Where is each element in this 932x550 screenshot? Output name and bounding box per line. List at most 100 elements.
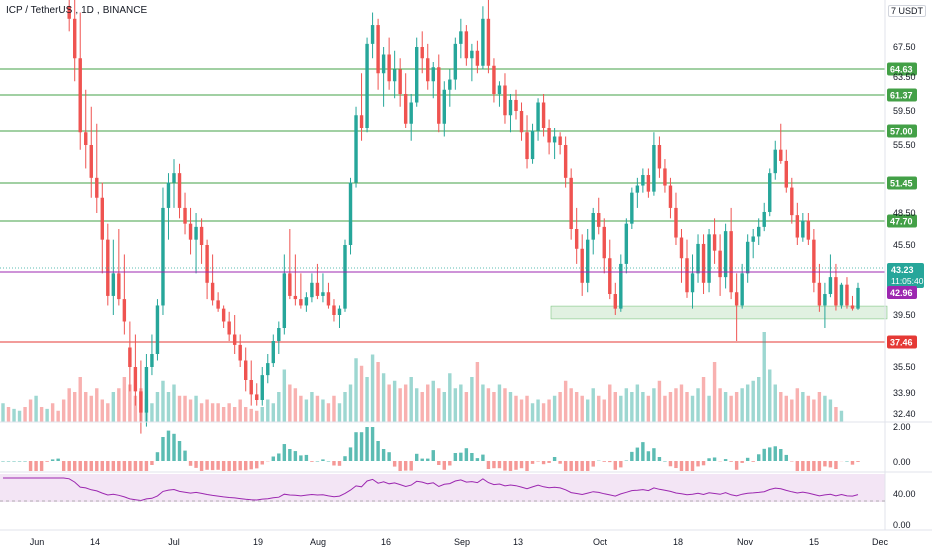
macd-histogram-bar: [657, 457, 662, 461]
level-price-label: 61.37: [890, 91, 913, 101]
candle-body: [188, 223, 193, 240]
volume-bar: [552, 395, 557, 422]
macd-histogram-bar: [172, 433, 176, 461]
candle-body: [398, 69, 402, 94]
volume-bar: [817, 392, 822, 422]
macd-histogram-bar: [674, 461, 678, 469]
volume-bar: [177, 395, 182, 422]
macd-histogram-bar: [828, 461, 833, 468]
macd-histogram-bar: [773, 446, 777, 461]
candle-body: [784, 160, 789, 188]
candle-body: [277, 328, 281, 341]
candle-body: [288, 273, 292, 296]
volume-bar: [282, 369, 287, 422]
macd-histogram-bar: [464, 448, 469, 461]
time-axis-tick: Dec: [872, 537, 889, 547]
volume-bar: [641, 392, 645, 422]
macd-histogram-bar: [508, 461, 513, 471]
volume-bar: [199, 403, 204, 422]
volume-bar: [343, 392, 347, 422]
volume-bar: [740, 388, 744, 422]
candle-body: [95, 177, 99, 198]
price-axis-tick: 33.90: [893, 388, 916, 398]
candle-body: [718, 250, 722, 278]
candle-body: [376, 25, 380, 74]
macd-histogram-bar: [817, 461, 822, 471]
macd-histogram-bar: [563, 461, 568, 471]
volume-bar: [541, 403, 546, 422]
macd-histogram-bar: [409, 461, 413, 471]
volume-bar: [266, 399, 270, 422]
volume-bar: [486, 388, 491, 422]
candle-body: [437, 67, 441, 124]
volume-bar: [321, 399, 325, 422]
volume-bar: [773, 384, 777, 422]
candle-body: [845, 284, 849, 306]
macd-histogram-bar: [475, 458, 480, 461]
volume-bar: [508, 392, 513, 422]
macd-histogram-bar: [525, 461, 529, 471]
candle-body: [519, 111, 524, 133]
volume-bar: [784, 395, 789, 422]
volume-bar: [67, 388, 71, 422]
macd-histogram-bar: [155, 452, 160, 461]
macd-histogram-bar: [28, 461, 33, 471]
candle-body: [205, 245, 209, 283]
candle-body: [144, 367, 149, 413]
macd-histogram-bar: [34, 461, 38, 471]
candle-body: [459, 31, 463, 44]
volume-bar: [701, 377, 706, 422]
candle-body: [139, 391, 143, 413]
macd-histogram-bar: [106, 461, 110, 471]
macd-histogram-bar: [50, 459, 55, 461]
interval-label[interactable]: 1D: [81, 5, 94, 16]
macd-histogram-bar: [56, 458, 60, 461]
macd-histogram-bar: [243, 461, 248, 471]
volume-bar: [597, 395, 601, 422]
macd-histogram-bar: [519, 461, 524, 469]
level-price-label: 51.45: [890, 179, 913, 189]
volume-bar: [812, 399, 816, 422]
volume-bar: [100, 399, 105, 422]
volume-bar: [613, 392, 618, 422]
candle-body: [745, 241, 750, 274]
volume-bar: [723, 392, 728, 422]
macd-histogram-bar: [249, 461, 253, 470]
volume-bar: [89, 395, 93, 422]
candle-body: [652, 145, 656, 192]
macd-histogram-bar: [580, 461, 584, 471]
currency-selector[interactable]: 7 USDT: [887, 5, 926, 17]
macd-histogram-bar: [348, 447, 353, 461]
candle-body: [624, 223, 629, 264]
candle-body: [740, 273, 744, 306]
macd-histogram-bar: [784, 454, 789, 461]
volume-bar: [332, 395, 336, 422]
volume-bar: [685, 392, 689, 422]
level-price-tag: [887, 176, 917, 190]
volume-bar: [310, 392, 314, 422]
macd-histogram-bar: [332, 461, 336, 466]
volume-bar: [210, 403, 215, 422]
candle-body: [762, 211, 766, 227]
volume-bar: [459, 384, 463, 422]
symbol-label[interactable]: ICP / TetherUS: [6, 5, 73, 16]
candle-body: [828, 277, 833, 295]
macd-histogram-bar: [431, 450, 435, 461]
macd-histogram-bar: [729, 461, 733, 462]
candle-body: [227, 321, 231, 335]
candle-body: [464, 31, 469, 59]
level-price-label: 64.63: [890, 65, 913, 75]
header-separator: ,: [96, 5, 100, 16]
macd-histogram-bar: [12, 461, 16, 462]
volume-bar: [249, 408, 253, 422]
candle-body: [420, 47, 424, 59]
level-price-tag: [887, 335, 917, 349]
level-price-tag: [887, 124, 917, 138]
volume-bar: [663, 395, 667, 422]
candle-body: [326, 292, 331, 306]
candle-body: [646, 175, 651, 192]
macd-histogram-bar: [768, 447, 772, 461]
macd-histogram-bar: [100, 461, 105, 471]
macd-histogram-bar: [387, 452, 391, 461]
